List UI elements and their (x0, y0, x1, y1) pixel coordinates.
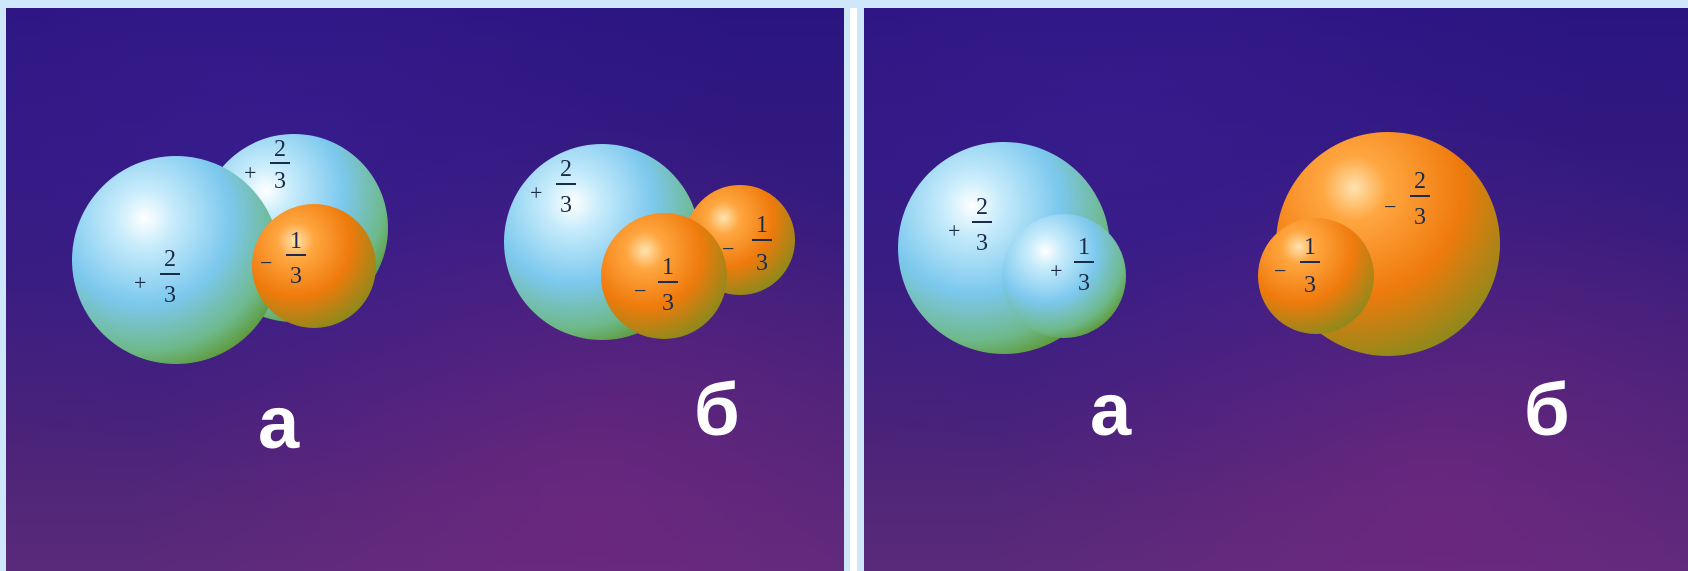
baryon-models: + 2 3 + 2 3 − 1 3 (72, 134, 795, 364)
svg-text:3: 3 (164, 282, 176, 308)
charge-label: + 2 3 (134, 246, 180, 308)
panel-baryons: + 2 3 + 2 3 − 1 3 (6, 8, 844, 571)
svg-text:−: − (634, 278, 646, 303)
svg-text:2: 2 (274, 136, 286, 162)
label-b: б (1524, 368, 1570, 451)
quark-negative (1258, 218, 1374, 334)
svg-text:3: 3 (290, 263, 302, 289)
svg-text:1: 1 (1078, 234, 1090, 260)
charge-label: + 2 3 (244, 136, 290, 194)
label-a: а (258, 381, 300, 464)
svg-text:1: 1 (290, 228, 302, 254)
svg-text:−: − (722, 236, 734, 261)
quark-positive (1002, 214, 1126, 338)
svg-text:1: 1 (662, 254, 674, 280)
charge-label: + 1 3 (1050, 234, 1094, 296)
label-b: б (694, 368, 740, 451)
charge-label: + 2 3 (530, 156, 576, 218)
svg-text:2: 2 (560, 156, 572, 182)
svg-text:3: 3 (976, 230, 988, 256)
svg-text:+: + (1050, 258, 1062, 283)
svg-text:+: + (948, 218, 960, 243)
svg-text:2: 2 (976, 194, 988, 220)
svg-text:3: 3 (1304, 272, 1316, 298)
svg-text:3: 3 (1078, 270, 1090, 296)
charge-label: − 1 3 (1274, 234, 1320, 298)
charge-label: − 2 3 (1384, 168, 1430, 230)
quark-negative (601, 213, 727, 339)
model-a-meson (898, 142, 1126, 354)
svg-text:3: 3 (756, 250, 768, 276)
quark-negative (252, 204, 376, 328)
model-b-neutron (504, 144, 795, 340)
charge-label: − 1 3 (634, 254, 678, 316)
svg-text:3: 3 (662, 290, 674, 316)
svg-text:3: 3 (1414, 204, 1426, 230)
svg-text:1: 1 (1304, 234, 1316, 260)
svg-text:−: − (1384, 194, 1396, 219)
panel-mesons: + 2 3 + 1 3 − 2 3 − (864, 8, 1688, 571)
svg-text:2: 2 (1414, 168, 1426, 194)
svg-text:−: − (260, 250, 272, 275)
svg-text:−: − (1274, 258, 1286, 283)
charge-label: + 2 3 (948, 194, 992, 256)
svg-text:3: 3 (274, 168, 286, 194)
svg-text:2: 2 (164, 246, 176, 272)
quark-positive (72, 156, 280, 364)
label-a: а (1090, 368, 1132, 451)
svg-text:+: + (134, 270, 146, 295)
svg-text:+: + (530, 180, 542, 205)
charge-label: − 1 3 (722, 212, 772, 276)
svg-text:1: 1 (756, 212, 768, 238)
svg-text:+: + (244, 160, 256, 185)
model-b-meson (1258, 132, 1500, 356)
meson-models: + 2 3 + 1 3 − 2 3 − (898, 132, 1500, 356)
charge-label: − 1 3 (260, 228, 306, 289)
model-a-proton (72, 134, 388, 364)
panel-divider (844, 0, 864, 571)
svg-text:3: 3 (560, 192, 572, 218)
